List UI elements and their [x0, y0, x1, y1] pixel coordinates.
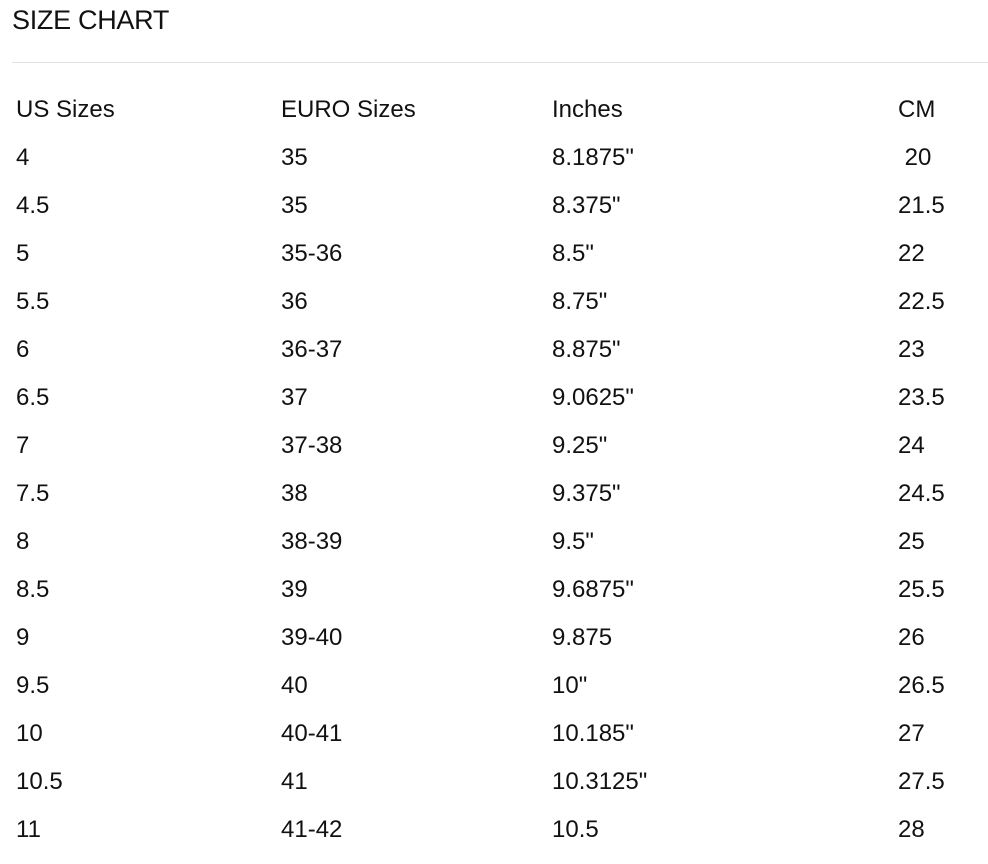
cell-inches: 10": [552, 672, 588, 699]
cell-euro-size: 35-36: [281, 240, 343, 267]
table-row: 5.5 36 8.75" 22.5: [0, 278, 988, 326]
cell-euro-size: 40: [281, 672, 308, 699]
header-euro-sizes: EURO Sizes: [281, 96, 416, 123]
table-row: 4.5 35 8.375" 21.5: [0, 182, 988, 230]
table-row: 5 35-36 8.5" 22: [0, 230, 988, 278]
cell-us-size: 4.5: [16, 192, 50, 219]
cell-cm: 28: [898, 816, 925, 843]
cell-cm: 24.5: [898, 480, 945, 507]
cell-us-size: 11: [16, 816, 41, 843]
table-row: 11 41-42 10.5 28: [0, 806, 988, 854]
divider: [12, 62, 988, 63]
table-row: 9 39-40 9.875 26: [0, 614, 988, 662]
cell-us-size: 9: [16, 624, 30, 651]
cell-cm: 21.5: [898, 192, 945, 219]
cell-inches: 8.5": [552, 240, 594, 267]
size-chart-table: US Sizes EURO Sizes Inches CM 4 35 8.1875"…: [0, 86, 988, 854]
cell-inches: 8.1875": [552, 144, 634, 171]
table-row: 7 37-38 9.25" 24: [0, 422, 988, 470]
cell-inches: 10.5: [552, 816, 599, 843]
cell-cm: 20: [898, 144, 932, 171]
cell-us-size: 9.5: [16, 672, 50, 699]
table-row: 6 36-37 8.875" 23: [0, 326, 988, 374]
cell-inches: 8.375": [552, 192, 621, 219]
cell-cm: 25.5: [898, 576, 945, 603]
cell-cm: 22.5: [898, 288, 945, 315]
cell-us-size: 6.5: [16, 384, 50, 411]
cell-us-size: 8: [16, 528, 30, 555]
cell-euro-size: 35: [281, 144, 308, 171]
cell-euro-size: 36: [281, 288, 308, 315]
cell-cm: 25: [898, 528, 925, 555]
cell-us-size: 5: [16, 240, 30, 267]
cell-inches: 9.0625": [552, 384, 634, 411]
cell-cm: 27: [898, 720, 925, 747]
cell-us-size: 5.5: [16, 288, 50, 315]
cell-us-size: 10: [16, 720, 43, 747]
table-header: US Sizes EURO Sizes Inches CM: [0, 86, 988, 134]
cell-euro-size: 40-41: [281, 720, 343, 747]
header-us-sizes: US Sizes: [16, 96, 115, 123]
header-cm: CM: [898, 96, 936, 123]
cell-inches: 9.375": [552, 480, 621, 507]
cell-euro-size: 35: [281, 192, 308, 219]
cell-cm: 23.5: [898, 384, 945, 411]
cell-cm: 23: [898, 336, 925, 363]
cell-cm: 26: [898, 624, 925, 651]
table-row: 9.5 40 10" 26.5: [0, 662, 988, 710]
cell-us-size: 10.5: [16, 768, 63, 795]
table-row: 8.5 39 9.6875" 25.5: [0, 566, 988, 614]
cell-inches: 8.75": [552, 288, 608, 315]
cell-euro-size: 38-39: [281, 528, 343, 555]
table-row: 10 40-41 10.185" 27: [0, 710, 988, 758]
cell-inches: 9.875: [552, 624, 613, 651]
cell-inches: 9.5": [552, 528, 594, 555]
cell-euro-size: 36-37: [281, 336, 343, 363]
table-row: 6.5 37 9.0625" 23.5: [0, 374, 988, 422]
cell-inches: 9.6875": [552, 576, 634, 603]
table-row: 10.5 41 10.3125" 27.5: [0, 758, 988, 806]
cell-euro-size: 39-40: [281, 624, 343, 651]
header-inches: Inches: [552, 96, 623, 123]
cell-euro-size: 39: [281, 576, 308, 603]
cell-euro-size: 41: [281, 768, 308, 795]
cell-cm: 27.5: [898, 768, 945, 795]
table-row: 4 35 8.1875" 20: [0, 134, 988, 182]
cell-cm: 26.5: [898, 672, 945, 699]
cell-inches: 8.875": [552, 336, 621, 363]
cell-us-size: 8.5: [16, 576, 50, 603]
cell-cm: 22: [898, 240, 925, 267]
cell-us-size: 6: [16, 336, 30, 363]
page-title: SIZE CHART: [12, 5, 170, 35]
cell-us-size: 7.5: [16, 480, 50, 507]
table-row: 7.5 38 9.375" 24.5: [0, 470, 988, 518]
cell-euro-size: 41-42: [281, 816, 343, 843]
cell-inches: 10.3125": [552, 768, 648, 795]
cell-inches: 9.25": [552, 432, 608, 459]
cell-us-size: 7: [16, 432, 30, 459]
cell-euro-size: 37-38: [281, 432, 343, 459]
cell-cm: 24: [898, 432, 925, 459]
table-row: 8 38-39 9.5" 25: [0, 518, 988, 566]
cell-euro-size: 37: [281, 384, 308, 411]
cell-euro-size: 38: [281, 480, 308, 507]
cell-inches: 10.185": [552, 720, 634, 747]
cell-us-size: 4: [16, 144, 30, 171]
